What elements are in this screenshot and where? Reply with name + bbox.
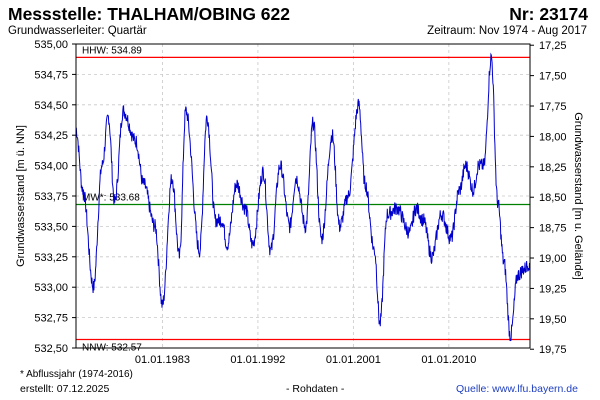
y-tick-label-right: 19,25 [539, 283, 567, 295]
station-title: Messstelle: THALHAM/OBING 622 [8, 4, 291, 24]
source-link[interactable]: Quelle: www.lfu.bayern.de [456, 383, 578, 395]
y-tick-label-right: 18,00 [539, 131, 567, 143]
y-tick-label-left: 532,75 [34, 313, 68, 325]
y-tick-label-left: 534,50 [34, 100, 68, 112]
y-tick-label-left: 534,25 [34, 130, 68, 142]
groundwater-series-line [75, 52, 530, 342]
y-tick-label-right: 19,50 [539, 314, 567, 326]
x-tick-label: 01.01.2001 [326, 354, 381, 366]
x-ticks: 01.01.1983 01.01.1992 01.01.2001 01.01.2010 [135, 354, 476, 366]
y-tick-label-left: 533,50 [34, 221, 68, 233]
x-tick-label: 01.01.1992 [230, 354, 285, 366]
x-tick-label: 01.01.1983 [135, 354, 190, 366]
y-tick-label-left: 533,25 [34, 252, 68, 264]
y-tick-label-right: 17,75 [539, 101, 567, 113]
y-tick-label-left: 534,75 [34, 69, 68, 81]
period-label: Zeitraum: Nov 1974 - Aug 2017 [427, 25, 587, 37]
station-number: Nr: 23174 [509, 4, 588, 24]
grid-lines [76, 44, 530, 348]
aquifer-label: Grundwasserleiter: Quartär [8, 25, 147, 37]
y-tick-label-left: 533,75 [34, 191, 68, 203]
y-tick-label-right: 19,75 [539, 344, 567, 356]
y-ticks-left: 535,00 534,75 534,50 534,25 534,00 533,75 533,… [34, 39, 76, 355]
y-tick-label-left: 534,00 [34, 161, 68, 173]
y-tick-label-left: 532,50 [34, 343, 68, 355]
y-tick-label-right: 17,25 [539, 40, 567, 52]
rawdata-label: - Rohdaten - [286, 383, 345, 395]
y-tick-label-left: 533,00 [34, 282, 68, 294]
reference-line-label: HHW: 534.89 [82, 45, 142, 56]
y-ticks-right: 17,25 17,50 17,75 18,00 18,25 18,50 18,75 19,00… [530, 40, 567, 356]
y-tick-label-right: 18,75 [539, 223, 567, 235]
reference-line-label: MW*: 533.68 [82, 193, 140, 204]
y-tick-label-right: 17,50 [539, 71, 567, 83]
y-tick-label-right: 18,25 [539, 162, 567, 174]
x-tick-label: 01.01.2010 [421, 354, 476, 366]
footnote: * Abflussjahr (1974-2016) [20, 369, 133, 380]
y-tick-label-right: 18,50 [539, 192, 567, 204]
y-tick-label-left: 535,00 [34, 39, 68, 51]
created-date: erstellt: 07.12.2025 [20, 383, 110, 395]
y-tick-label-right: 19,00 [539, 253, 567, 265]
